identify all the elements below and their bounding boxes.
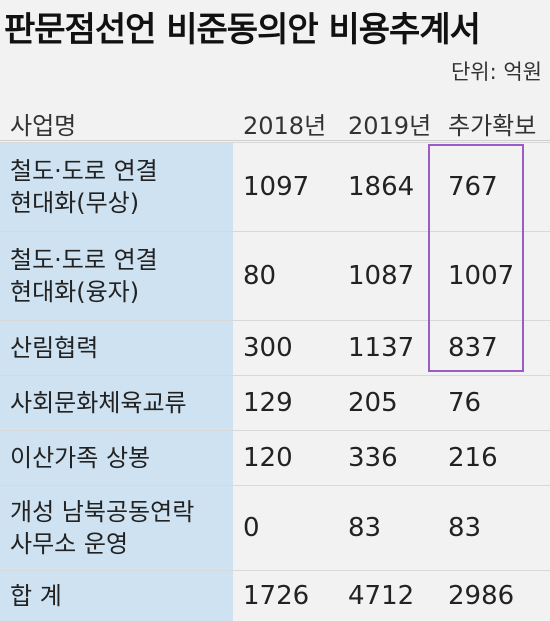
cell-2019: 83 xyxy=(348,513,382,543)
cell-2018: 300 xyxy=(243,333,293,363)
table-row: 철도·도로 연결 현대화(무상) 1097 1864 767 xyxy=(0,142,550,231)
table-row: 철도·도로 연결 현대화(융자) 80 1087 1007 xyxy=(0,231,550,320)
unit-label: 단위: 억원 xyxy=(450,60,542,84)
row-name-line1: 산림협력 xyxy=(10,334,99,362)
row-name-line1: 개성 남북공동연락 xyxy=(10,498,195,526)
row-name-line1: 이산가족 상봉 xyxy=(10,444,151,472)
row-name-line1: 철도·도로 연결 xyxy=(10,246,158,274)
row-name-line2: 현대화(무상) xyxy=(10,189,140,217)
table-row: 개성 남북공동연락 사무소 운영 0 83 83 xyxy=(0,485,550,570)
row-name: 이산가족 상봉 xyxy=(0,431,233,485)
row-name-line1: 합 계 xyxy=(10,582,62,610)
cell-extra: 216 xyxy=(448,443,498,473)
table-row-total: 합 계 1726 4712 2986 xyxy=(0,570,550,621)
cell-2018: 120 xyxy=(243,443,293,473)
page-title: 판문점선언 비준동의안 비용추계서 xyxy=(4,10,481,50)
row-name: 철도·도로 연결 현대화(융자) xyxy=(0,232,233,320)
row-name-line1: 철도·도로 연결 xyxy=(10,157,158,185)
cell-extra: 2986 xyxy=(448,581,515,611)
row-name: 사회문화체육교류 xyxy=(0,376,233,430)
header-extra: 추가확보 xyxy=(448,112,537,140)
table-row: 사회문화체육교류 129 205 76 xyxy=(0,375,550,430)
cell-2018: 1097 xyxy=(243,172,310,202)
row-name: 철도·도로 연결 현대화(무상) xyxy=(0,143,233,231)
cell-2019: 336 xyxy=(348,443,398,473)
row-name-line2: 사무소 운영 xyxy=(10,530,129,558)
row-name: 합 계 xyxy=(0,571,233,621)
table-header: 사업명 2018년 2019년 추가확보 xyxy=(0,98,550,141)
table-row: 산림협력 300 1137 837 xyxy=(0,320,550,375)
cell-extra: 1007 xyxy=(448,261,515,291)
cell-extra: 767 xyxy=(448,172,498,202)
cell-2018: 0 xyxy=(243,513,260,543)
highlight-box xyxy=(428,144,524,372)
cell-2019: 1137 xyxy=(348,333,415,363)
cell-2019: 1087 xyxy=(348,261,415,291)
cell-2019: 1864 xyxy=(348,172,415,202)
cell-2019: 205 xyxy=(348,388,398,418)
cell-extra: 837 xyxy=(448,333,498,363)
header-2018: 2018년 xyxy=(243,112,327,140)
row-name-line2: 현대화(융자) xyxy=(10,278,140,306)
row-name: 산림협력 xyxy=(0,321,233,375)
cell-2018: 80 xyxy=(243,261,277,291)
cell-2019: 4712 xyxy=(348,581,415,611)
header-2019: 2019년 xyxy=(348,112,432,140)
row-name: 개성 남북공동연락 사무소 운영 xyxy=(0,486,233,570)
cell-2018: 1726 xyxy=(243,581,310,611)
cell-extra: 83 xyxy=(448,513,482,543)
table-row: 이산가족 상봉 120 336 216 xyxy=(0,430,550,485)
cell-extra: 76 xyxy=(448,388,482,418)
row-name-line1: 사회문화체육교류 xyxy=(10,389,187,417)
cell-2018: 129 xyxy=(243,388,293,418)
header-name: 사업명 xyxy=(10,112,77,140)
